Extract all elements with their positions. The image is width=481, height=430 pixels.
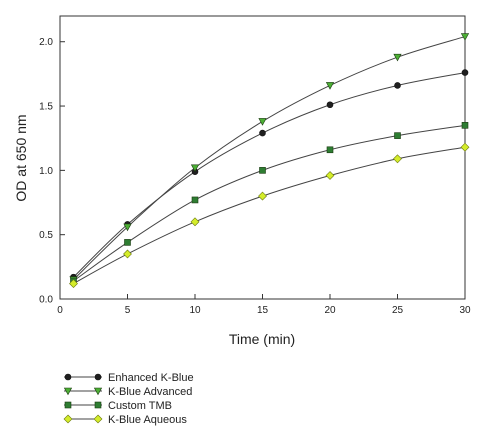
data-point bbox=[123, 249, 132, 259]
x-tick-label: 30 bbox=[459, 305, 471, 316]
legend-item: Enhanced K-Blue bbox=[64, 372, 194, 384]
legend-item: K-Blue Aqueous bbox=[63, 414, 187, 426]
legend: Enhanced K-Blue K-Blue Advanced Custom TMB… bbox=[63, 372, 194, 426]
data-point bbox=[461, 122, 469, 129]
data-point bbox=[124, 239, 131, 246]
data-point bbox=[191, 196, 199, 204]
legend-marker bbox=[94, 373, 102, 381]
data-point bbox=[69, 279, 78, 288]
data-point bbox=[394, 132, 401, 139]
x-tick-label: 25 bbox=[392, 305, 404, 316]
x-tick-label: 20 bbox=[324, 305, 336, 316]
x-axis-ticks: 0 5 10 15 20 25 30 bbox=[57, 294, 471, 316]
legend-label: K-Blue Aqueous bbox=[108, 414, 187, 426]
data-point bbox=[259, 129, 266, 137]
x-tick-label: 0 bbox=[57, 305, 63, 316]
legend-marker bbox=[64, 373, 72, 381]
x-tick-label: 15 bbox=[257, 305, 269, 316]
data-point bbox=[190, 217, 200, 227]
data-point bbox=[259, 167, 266, 174]
y-tick-label: 1.0 bbox=[39, 166, 53, 177]
y-tick-label: 1.5 bbox=[39, 102, 53, 113]
series-line bbox=[73, 124, 466, 282]
y-tick-label: 0.5 bbox=[39, 230, 53, 241]
legend-marker bbox=[94, 401, 102, 409]
data-point bbox=[460, 142, 470, 152]
data-point bbox=[258, 191, 267, 201]
legend-label: K-Blue Advanced bbox=[108, 386, 192, 398]
legend-marker bbox=[63, 414, 73, 424]
data-point bbox=[460, 33, 470, 41]
x-tick-label: 10 bbox=[189, 305, 201, 316]
legend-item: Custom TMB bbox=[64, 400, 172, 412]
data-point bbox=[325, 171, 335, 180]
y-tick-label: 2.0 bbox=[39, 37, 53, 48]
data-point bbox=[190, 164, 200, 173]
data-point bbox=[394, 82, 401, 89]
data-point bbox=[393, 53, 402, 62]
legend-marker bbox=[64, 401, 72, 409]
legend-label: Enhanced K-Blue bbox=[108, 372, 194, 384]
y-axis-ticks: 0.0 0.5 1.0 1.5 2.0 bbox=[39, 37, 65, 306]
data-point bbox=[393, 154, 402, 164]
data-point bbox=[461, 69, 469, 76]
legend-marker bbox=[63, 387, 73, 396]
data-point bbox=[325, 82, 335, 90]
x-axis-title: Time (min) bbox=[229, 331, 295, 347]
legend-label: Custom TMB bbox=[108, 400, 172, 412]
y-axis-title: OD at 650 nm bbox=[13, 114, 29, 201]
series-line bbox=[73, 72, 466, 278]
data-point bbox=[123, 223, 132, 232]
data-point bbox=[326, 101, 334, 109]
y-tick-label: 0.0 bbox=[39, 295, 53, 306]
data-point bbox=[326, 146, 334, 154]
x-tick-label: 5 bbox=[125, 305, 131, 316]
data-point bbox=[258, 118, 267, 126]
legend-marker bbox=[93, 387, 103, 396]
series-line bbox=[73, 36, 466, 281]
legend-marker bbox=[93, 414, 103, 424]
series-layer bbox=[69, 33, 470, 288]
legend-item: K-Blue Advanced bbox=[63, 386, 192, 398]
